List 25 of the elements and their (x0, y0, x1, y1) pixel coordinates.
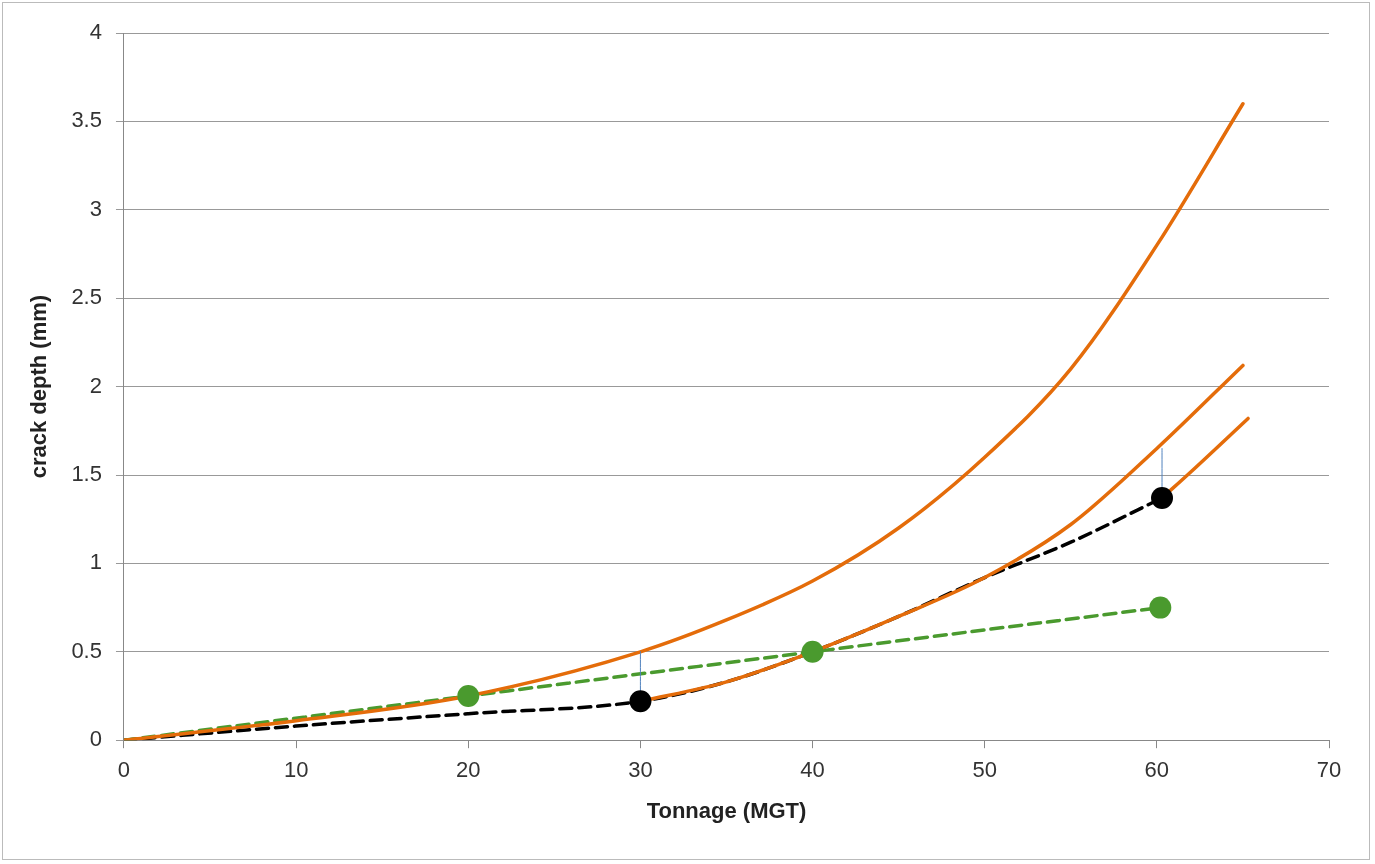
x-axis-title: Tonnage (MGT) (646, 797, 807, 823)
y-tick-label: 3.5 (71, 107, 102, 133)
x-tick-label: 30 (628, 757, 653, 783)
point (1149, 596, 1172, 619)
y-tick-label: 2.5 (71, 284, 102, 310)
y-tick-label: 1 (89, 549, 102, 575)
x-tick-label: 60 (1144, 757, 1170, 783)
y-tick-label: 1.5 (71, 461, 102, 487)
y-tick-label: 0 (89, 726, 102, 752)
x-tick-label: 70 (1316, 757, 1342, 783)
point (1151, 486, 1174, 509)
x-tick-label: 20 (456, 757, 481, 783)
y-tick-label: 0.5 (71, 637, 102, 663)
x-tick-label: 50 (972, 757, 997, 783)
y-tick-label: 3 (89, 195, 102, 221)
point (801, 640, 824, 663)
y-axis-title: crack depth (mm) (26, 294, 52, 479)
y-tick-label: 4 (89, 19, 102, 45)
x-tick-label: 0 (117, 757, 131, 783)
x-tick-label: 10 (283, 757, 309, 783)
line-series (123, 101, 1245, 741)
y-tick-label: 2 (89, 372, 102, 398)
point (629, 690, 652, 713)
point (457, 685, 480, 707)
x-tick-label: 40 (800, 757, 825, 783)
